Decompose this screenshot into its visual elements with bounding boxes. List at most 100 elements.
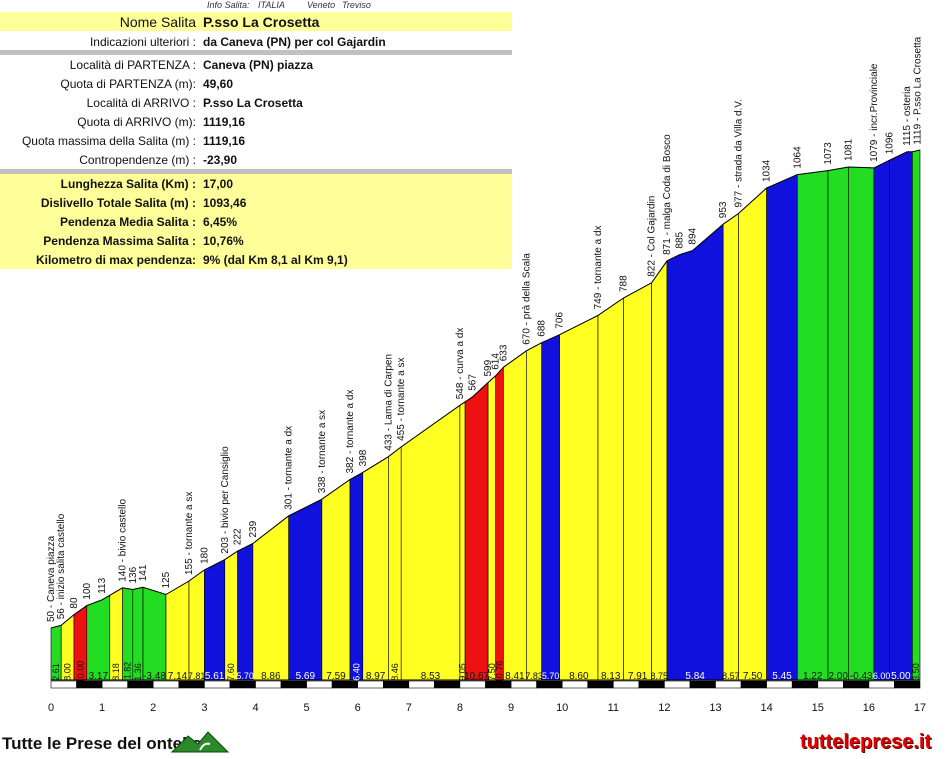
info-row: Indicazioni ulteriori : da Caneva (PN) pe… xyxy=(0,32,512,51)
gradient-segment xyxy=(142,586,167,681)
gradient-segment xyxy=(224,550,238,681)
scale-block xyxy=(204,680,231,689)
profile-line xyxy=(50,149,921,629)
x-tick-label: 3 xyxy=(201,702,207,714)
gradient-segment xyxy=(86,594,111,681)
altitude-annotation: 1119 - P.sso La Crosetta xyxy=(912,36,923,144)
gradient-label: 5.70 xyxy=(542,671,560,681)
gradient-label: 8.41 xyxy=(505,671,525,682)
gradient-segment xyxy=(165,580,190,681)
gradient-segment xyxy=(495,366,504,681)
info-row: Quota di ARRIVO (m): 1119,16 xyxy=(0,112,512,131)
gradient-label: 5.00 xyxy=(891,671,911,682)
info-value: P.sso La Crosetta xyxy=(203,96,303,110)
info-value: 1119,16 xyxy=(203,134,246,148)
scale-block xyxy=(408,680,435,689)
scale-block xyxy=(612,680,640,689)
altitude-annotation: 433 - Lama di Carpen xyxy=(383,354,394,451)
altitude-annotation: 953 xyxy=(718,201,729,218)
gradient-label: 8.53 xyxy=(421,671,441,682)
altitude-annotation: 382 - tornante a dx xyxy=(345,390,356,474)
gradient-segment xyxy=(796,170,829,681)
gradient-label: 7.50 xyxy=(743,671,763,682)
gradient-segment xyxy=(888,151,913,681)
altitude-annotation: 1079 - incr.Provinciale xyxy=(869,63,880,162)
x-tick-label: 4 xyxy=(252,702,258,714)
x-tick-label: 6 xyxy=(355,702,361,714)
gradient-segment xyxy=(738,187,767,681)
info-key: Quota di PARTENZA (m): xyxy=(60,77,196,91)
info-country: ITALIA xyxy=(258,0,285,10)
gradient-label: 6.00 xyxy=(873,671,891,681)
altitude-annotation: 155 - tornante a sx xyxy=(184,492,195,575)
altitude-annotation: 1115 - osteria xyxy=(902,86,913,146)
gradient-label: 7.81 xyxy=(188,671,206,681)
x-tick-label: 16 xyxy=(863,702,875,714)
info-key: Località di PARTENZA : xyxy=(69,58,196,72)
scale-block xyxy=(638,680,665,689)
gradient-label: 7.83 xyxy=(525,671,543,681)
altitude-annotation: 141 xyxy=(138,564,149,581)
altitude-annotation: 614 xyxy=(491,353,502,370)
site-logo-text: Tutte le Prese del ontello xyxy=(2,734,202,754)
altitude-annotation: 1081 xyxy=(843,138,854,161)
info-row: Dislivello Totale Salita (m) : 1093,46 xyxy=(0,193,512,212)
gradient-segment xyxy=(766,174,798,681)
info-row: Lunghezza Salita (Km) : 17,00 xyxy=(0,174,512,193)
x-tick-label: 7 xyxy=(406,702,412,714)
info-row: Pendenza Media Salita : 6,45% xyxy=(0,212,512,231)
scale-block xyxy=(331,680,359,689)
scale-block xyxy=(76,680,103,689)
info-separator xyxy=(0,169,512,174)
gradient-label: 7.59 xyxy=(326,671,346,682)
info-value: 1119,16 xyxy=(203,115,246,129)
info-value: 1093,46 xyxy=(203,196,247,210)
altitude-annotation: 749 - tornante a dx xyxy=(593,225,604,309)
gradient-segment xyxy=(503,350,527,681)
gradient-segment xyxy=(623,282,652,681)
gradient-labels: 2.61 8.00 10.00 3.17 8.18 -1.82 1.36 -3.48 7.14 7… xyxy=(51,661,921,684)
scale-block xyxy=(306,680,333,689)
altitude-annotation: 203 - bivio per Cansiglio xyxy=(220,446,231,554)
altitude-annotation: 301 - tornante a dx xyxy=(284,426,295,510)
info-row: Kilometro di max pendenza: 9% (dal Km 8,1… xyxy=(0,250,512,269)
gradient-segments xyxy=(50,149,921,681)
scale-block xyxy=(587,680,614,689)
altitude-annotation: 50 - Caneva piazza xyxy=(46,535,57,622)
gradient-label: 8.00 xyxy=(63,663,73,681)
gradient-segment xyxy=(597,297,624,681)
scale-block xyxy=(536,680,563,689)
gradient-segment xyxy=(204,559,226,681)
info-value: 10,76% xyxy=(203,234,244,248)
scale-block xyxy=(766,680,793,689)
gradient-segment xyxy=(666,223,724,681)
scale-block xyxy=(459,680,486,689)
x-tick-label: 14 xyxy=(760,702,772,714)
scale-block xyxy=(715,680,742,689)
altitude-annotation: 599 xyxy=(483,359,494,376)
info-province: Treviso xyxy=(342,0,371,10)
altitude-annotation: 788 xyxy=(619,275,630,292)
info-key: Indicazioni ulteriori : xyxy=(89,35,196,49)
info-value: Caneva (PN) piazza xyxy=(203,58,314,72)
info-value: 49,60 xyxy=(203,77,234,91)
gradient-label: 8.13 xyxy=(601,671,621,682)
gradient-label: 8.57 xyxy=(722,671,740,681)
altitude-annotation: 670 - prà della Scala xyxy=(521,253,532,345)
info-key: Pendenza Massima Salita : xyxy=(43,234,196,248)
altitude-annotation: 688 xyxy=(537,320,548,337)
gradient-segment xyxy=(526,342,543,681)
gradient-segment xyxy=(827,166,849,681)
x-tick-label: 5 xyxy=(304,702,310,714)
altitude-annotation: 1096 xyxy=(884,132,895,155)
altitude-annotation: 239 xyxy=(248,520,259,537)
info-key: Contropendenze (m) : xyxy=(79,153,196,167)
info-row: Località di PARTENZA : Caneva (PN) piazza xyxy=(0,55,512,74)
altitude-annotation: 140 - bivio castello xyxy=(118,499,129,582)
gradient-label: -3.48 xyxy=(143,671,166,682)
x-tick-label: 0 xyxy=(48,702,54,714)
mountain-logo-icon xyxy=(170,731,230,753)
altitude-annotation: 338 - tornante a sx xyxy=(317,410,328,493)
gradient-label: 2.61 xyxy=(51,663,61,681)
altitude-annotation: 455 - tornante a sx xyxy=(396,358,407,441)
